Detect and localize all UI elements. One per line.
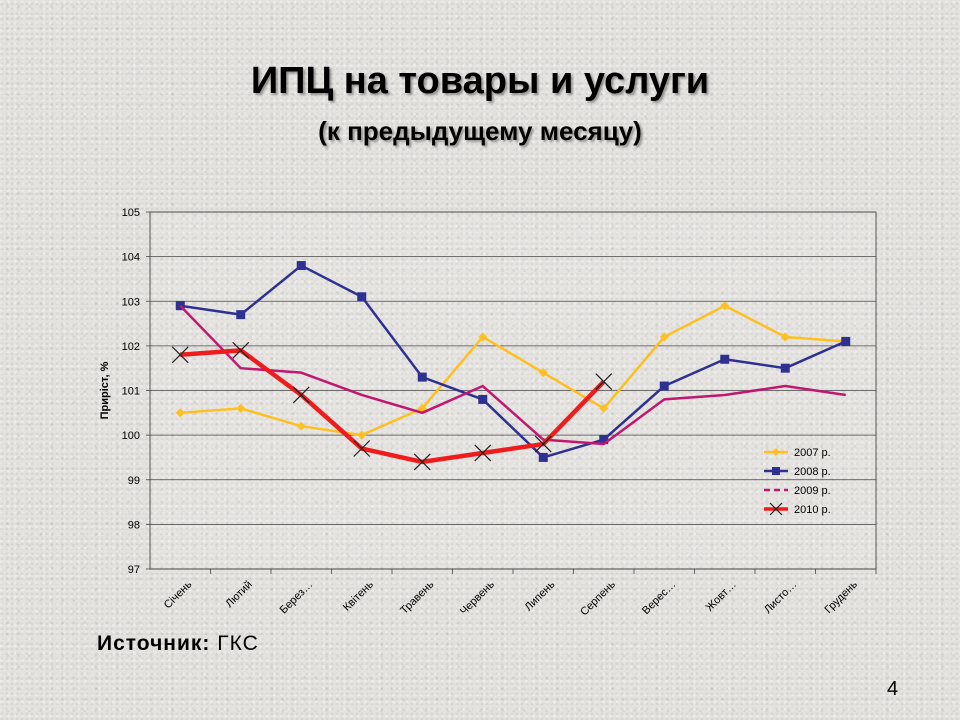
series-4 [171,341,613,471]
source-value: ГКС [217,632,259,655]
data-point [769,502,783,516]
data-point [720,301,730,311]
series-2 [175,261,851,462]
y-axis-label: Приріст, % [99,361,111,419]
data-point [772,467,780,475]
legend-label: 2008 р. [794,466,831,478]
data-point [780,363,790,373]
x-tick-label: Жовт… [704,579,739,614]
data-point [175,408,185,418]
y-tick-label: 98 [128,519,140,531]
x-tick-label: Січень [162,578,195,611]
y-tick-label: 99 [128,475,140,487]
data-point [357,430,367,440]
data-point [171,346,189,364]
data-point [417,372,427,382]
x-tick-label: Грудень [823,578,861,616]
source-label: Источник: [97,632,211,655]
y-tick-label: 102 [122,341,140,353]
data-point [720,354,730,364]
data-point [236,310,246,320]
x-tick-label: Берез… [278,579,316,617]
data-point [534,435,552,453]
data-point [296,261,306,271]
series-line [180,304,846,437]
data-point [232,341,250,359]
legend: 2007 р. 2008 р. 2009 р. 2010 р. [764,447,831,516]
y-tick-label: 100 [122,430,140,442]
y-tick-label: 103 [122,296,140,308]
data-point [599,403,609,413]
data-point [780,332,790,342]
y-tick-label: 101 [122,386,140,398]
series-line [179,304,846,446]
data-point [478,394,488,404]
data-point [357,292,367,302]
data-point [474,444,492,462]
data-point [538,452,548,462]
source-note: Источник: ГКС [97,632,259,656]
data-point [599,435,609,445]
series-line [180,264,847,459]
slide-title: ИПЦ на товары и услуги [250,60,710,102]
data-point [353,440,371,457]
data-point [659,332,669,342]
data-point [478,332,488,342]
legend-label: 2010 р. [794,504,831,516]
data-point [296,421,306,431]
data-point [538,368,548,378]
x-tick-label: Лютий [223,579,255,611]
x-tick-label: Квітень [341,578,376,613]
x-tick-label: Листо… [762,579,799,616]
x-tick-label: Червень [458,578,497,617]
series-3 [179,304,846,446]
data-point [841,336,851,346]
y-tick-label: 97 [128,564,140,576]
data-point [659,381,669,391]
legend-label: 2009 р. [794,485,831,497]
data-point [413,453,431,471]
page-number: 4 [887,678,899,700]
data-point [236,403,246,413]
legend-label: 2007 р. [794,447,831,459]
x-tick-label: Серпень [578,578,618,618]
y-tick-label: 105 [122,207,140,219]
x-tick-label: Верес… [640,579,678,617]
x-tick-label: Травень [398,578,436,616]
slide-subtitle: (к предыдущему месяцу) [318,116,642,146]
data-point [292,386,310,404]
y-tick-label: 104 [122,252,140,264]
series-line [180,348,606,465]
data-point [595,373,613,390]
data-point [772,448,780,456]
x-tick-label: Липень [523,578,558,613]
